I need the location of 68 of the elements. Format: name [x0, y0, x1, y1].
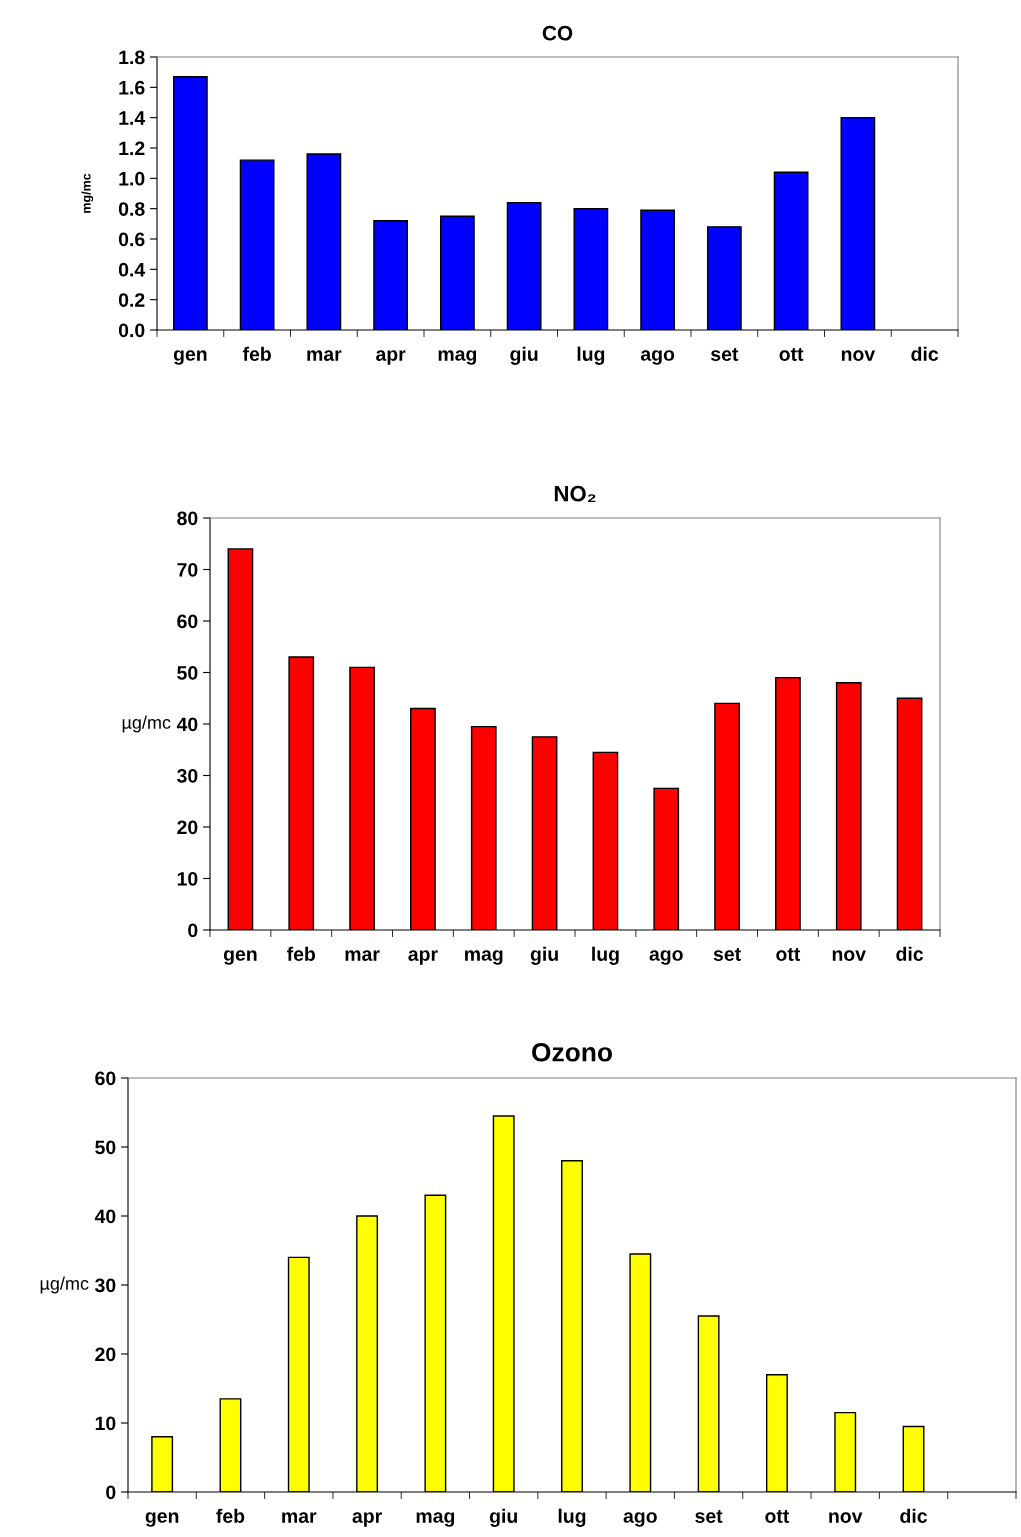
x-tick-label: mag — [416, 1512, 455, 1527]
y-tick-label: 10 — [95, 1416, 116, 1431]
y-tick-label: 1.2 — [119, 141, 145, 156]
x-tick-label: nov — [832, 950, 866, 961]
y-tick-label: 20 — [177, 820, 198, 835]
chart-title: NO₂ — [554, 485, 596, 503]
x-tick-label: gen — [223, 950, 257, 965]
y-tick-label: 60 — [177, 614, 198, 629]
y-tick-label: 10 — [177, 871, 198, 886]
y-tick-label: 1.6 — [119, 80, 145, 95]
y-tick-label: 40 — [176, 717, 198, 732]
x-tick-label: mar — [307, 350, 342, 361]
y-tick-label: 20 — [95, 1347, 116, 1362]
x-tick-label: apr — [352, 1512, 382, 1527]
x-tick-label: mar — [345, 950, 380, 961]
y-tick-label: 0 — [188, 923, 198, 938]
chart-title: CO — [542, 25, 573, 41]
x-tick-label: mag — [438, 350, 477, 365]
x-tick-label: set — [711, 348, 739, 361]
x-tick-label: giu — [530, 946, 558, 965]
y-tick-label: 70 — [177, 562, 198, 577]
x-tick-label: ago — [649, 950, 683, 965]
x-tick-label: nov — [841, 350, 876, 361]
x-tick-label: mar — [282, 1512, 317, 1523]
y-tick-label: 1.8 — [119, 50, 145, 65]
x-tick-label: gen — [173, 350, 207, 365]
x-tick-label: lug — [592, 946, 619, 965]
x-tick-label: set — [713, 948, 741, 961]
x-tick-label: dic — [911, 346, 939, 361]
y-tick-label: 0.8 — [118, 202, 145, 216]
y-axis-title: µg/mc — [122, 715, 171, 733]
x-tick-label: nov — [829, 1512, 863, 1523]
x-tick-label: lug — [577, 346, 605, 365]
x-tick-label: feb — [287, 946, 316, 961]
y-tick-label: 0.4 — [118, 262, 146, 277]
x-tick-label: ago — [640, 350, 675, 365]
x-tick-label: lug — [558, 1508, 586, 1527]
y-tick-label: 40 — [94, 1209, 116, 1224]
y-tick-label: 0.0 — [118, 323, 145, 338]
x-tick-label: ago — [623, 1512, 657, 1527]
x-tick-label: dic — [896, 946, 924, 961]
x-tick-label: apr — [376, 350, 406, 365]
chart-title: Ozono — [532, 1042, 613, 1062]
y-tick-label: 30 — [95, 1278, 116, 1293]
x-tick-label: mag — [465, 950, 503, 965]
x-tick-label: ott — [779, 348, 804, 361]
x-tick-label: giu — [489, 1508, 517, 1527]
y-tick-label: 60 — [95, 1071, 116, 1086]
y-axis-title: mg/mc — [81, 173, 94, 213]
y-tick-label: 50 — [95, 1140, 116, 1155]
x-tick-label: gen — [145, 1512, 179, 1527]
y-tick-label: 30 — [177, 768, 198, 783]
x-tick-label: feb — [216, 1508, 245, 1523]
x-tick-label: apr — [408, 950, 438, 965]
x-tick-label: dic — [900, 1508, 928, 1523]
y-tick-label: 0.6 — [118, 232, 145, 247]
x-tick-label: set — [695, 1510, 723, 1523]
x-tick-label: ott — [765, 1510, 790, 1523]
y-axis-title: µg/mc — [40, 1276, 89, 1294]
x-tick-label: feb — [242, 346, 271, 361]
y-tick-label: 80 — [177, 511, 198, 526]
x-tick-label: giu — [510, 346, 538, 365]
y-tick-label: 0 — [106, 1485, 116, 1500]
y-tick-label: 1.0 — [119, 171, 145, 186]
y-tick-label: 0.2 — [118, 293, 145, 307]
y-tick-label: 50 — [177, 665, 198, 680]
y-tick-label: 1.4 — [119, 111, 146, 125]
x-tick-label: ott — [776, 948, 801, 961]
